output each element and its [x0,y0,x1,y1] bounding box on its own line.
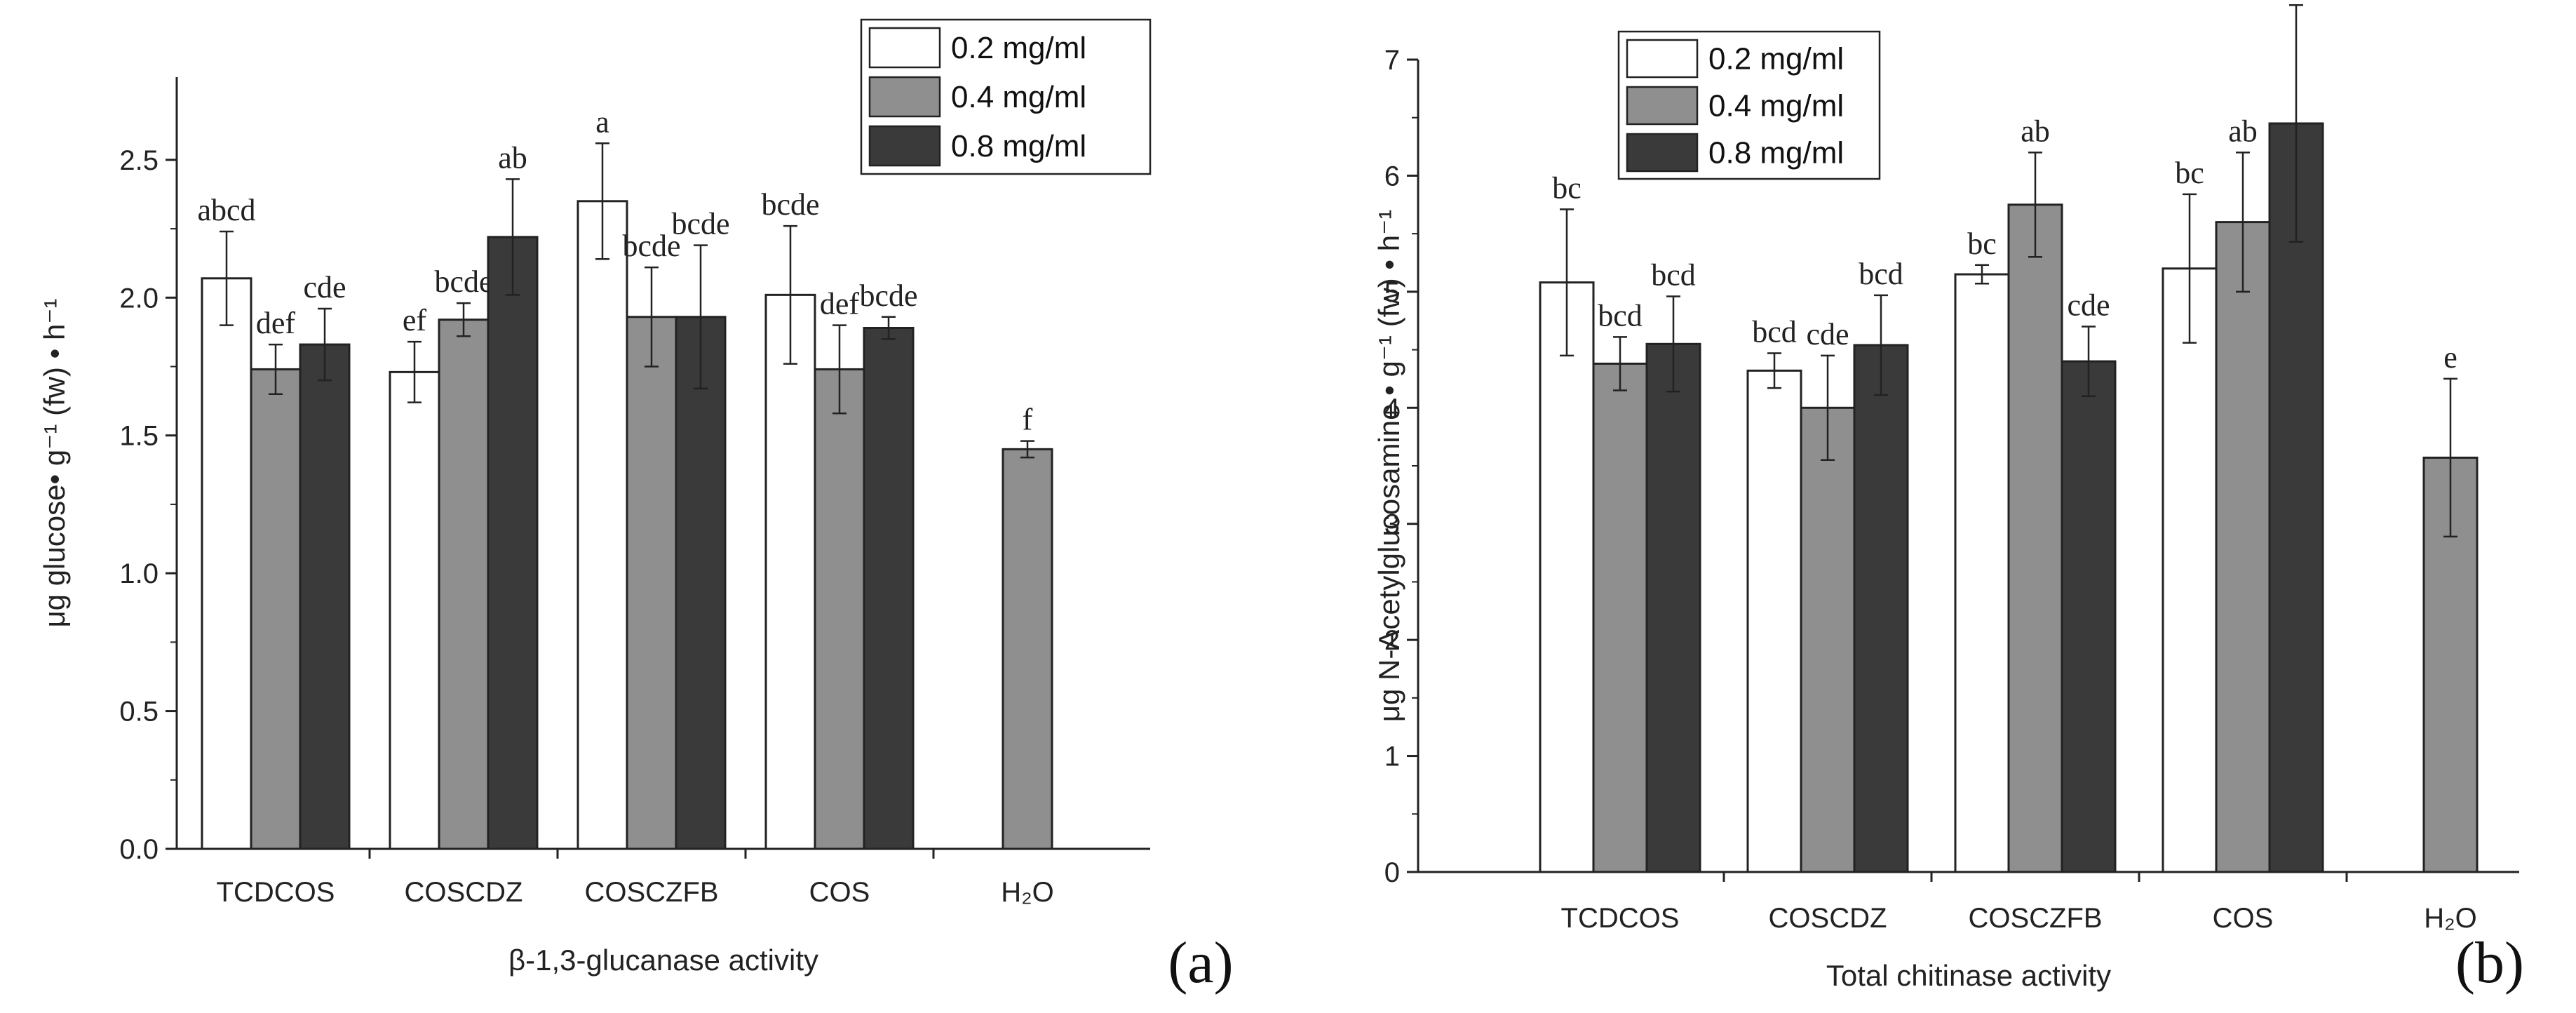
bar [487,236,539,850]
x-axis-title: Total chitinase activity [1826,959,2111,992]
y-tick-label: 0 [1384,857,1400,888]
bar [389,370,440,850]
x-tick-label: H₂O [2424,903,2477,934]
bar [299,343,351,850]
y-tick-label: 7 [1384,45,1400,76]
y-tick-label: 1.5 [119,421,159,452]
y-tick-label: 1 [1384,742,1400,772]
y-tick-label: 1.0 [119,558,159,589]
bar [1645,342,1701,873]
bar [675,316,727,850]
bar [1853,344,1909,873]
panel-label: (b) [2455,930,2524,995]
x-axis-title: β-1,3-glucanase activity [508,944,818,977]
significance-label: ab [2228,114,2258,148]
x-tick-label: COSCDZ [405,877,523,908]
x-tick-label: COSCZFB [1968,903,2102,934]
bar [863,327,915,850]
significance-label: bcd [1651,257,1696,292]
x-tick-label: TCDCOS [1561,903,1680,934]
x-tick-label: H₂O [1001,877,1054,908]
y-tick-label: 0.0 [119,834,159,865]
y-tick-label: 3 [1384,509,1400,540]
legend-entry: 0.8 mg/ml [1708,136,1844,170]
bar [2268,122,2324,873]
x-tick-label: TCDCOS [217,877,335,908]
bar [2162,267,2218,873]
bar [201,277,252,850]
significance-label: ab [2021,114,2050,148]
bar [1002,448,1053,850]
legend-swatch [868,125,941,167]
y-tick-label: 6 [1384,161,1400,192]
bar [1746,369,1802,873]
significance-label: def [256,306,296,340]
bar [814,368,865,850]
significance-label: a [2289,0,2303,1]
significance-label: cde [2067,288,2110,322]
legend-entry: 0.4 mg/ml [951,80,1086,114]
bar [438,318,490,850]
bar [2007,203,2063,873]
legend-swatch [1626,39,1699,79]
x-tick-label: COS [809,877,870,908]
y-axis-title: μg N-Acetylglucosamine • g⁻¹ (fw) • h⁻¹ [1373,210,1405,722]
y-tick-label: 2.5 [119,145,159,176]
significance-label: bc [1552,170,1582,205]
x-tick-label: COSCDZ [1769,903,1887,934]
significance-label: bcde [859,279,917,313]
legend-entry: 0.4 mg/ml [1708,89,1844,123]
significance-label: bcde [434,264,492,299]
significance-label: bcde [671,207,729,241]
significance-label: e [2443,340,2457,375]
panel-a-chart: 0.00.51.01.52.02.5TCDCOSabcddefcdeCOSCDZ… [38,18,1234,995]
significance-label: cde [303,270,346,304]
significance-label: ab [498,140,527,175]
bar [576,200,628,850]
x-tick-label: COS [2213,903,2274,934]
bar [250,368,302,850]
panel-label: (a) [1168,930,1233,995]
legend-entry: 0.2 mg/ml [1708,42,1844,76]
bar [764,293,816,850]
significance-label: bc [2175,156,2204,190]
significance-label: f [1023,403,1033,437]
significance-label: bcde [761,187,819,222]
significance-label: bcd [1598,298,1643,333]
y-tick-label: 4 [1384,393,1400,424]
legend-swatch [868,27,941,69]
significance-label: def [820,287,860,321]
legend-entry: 0.2 mg/ml [951,31,1086,65]
legend-swatch [1626,133,1699,173]
significance-label: cde [1806,317,1849,351]
y-axis-title: μg glucose• g⁻¹ (fw) • h⁻¹ [38,298,71,627]
bar [1954,273,2010,873]
significance-label: a [595,105,609,139]
bar [626,316,677,850]
bar [2061,360,2117,873]
y-tick-label: 2.0 [119,283,159,314]
y-tick-label: 0.5 [119,697,159,727]
bar [2215,221,2271,873]
significance-label: abcd [197,193,255,227]
significance-label: bcde [622,229,680,263]
legend: 0.2 mg/ml 0.4 mg/ml 0.8 mg/ml [1617,30,1881,180]
legend: 0.2 mg/ml 0.4 mg/ml 0.8 mg/ml [860,18,1152,175]
significance-label: bcd [1752,315,1797,349]
legend-swatch [868,76,941,118]
significance-label: bcd [1859,257,1903,291]
x-tick-label: COSCZFB [584,877,718,908]
legend-swatch [1626,86,1699,126]
significance-label: ef [403,303,427,337]
y-tick-label: 2 [1384,625,1400,656]
bar [1800,406,1856,873]
significance-label: bc [1967,227,1997,261]
bar [1592,362,1648,873]
bar [1539,281,1595,873]
y-tick-label: 5 [1384,277,1400,308]
legend-entry: 0.8 mg/ml [951,129,1086,163]
